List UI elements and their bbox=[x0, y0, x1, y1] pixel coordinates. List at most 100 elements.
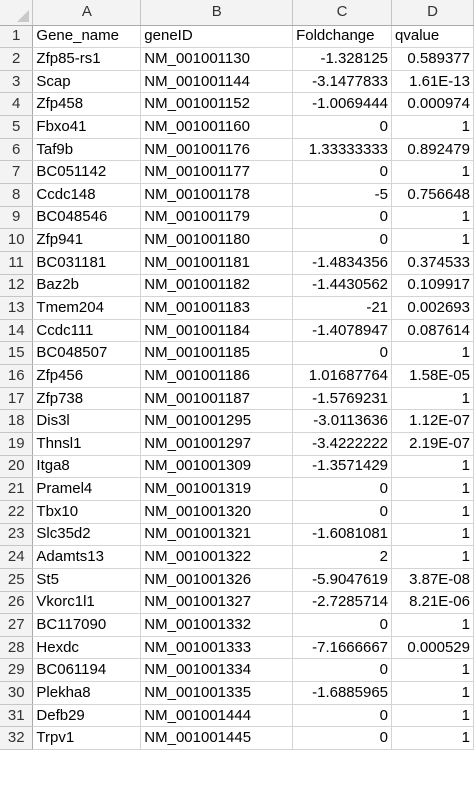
cell[interactable]: -1.6885965 bbox=[292, 681, 393, 705]
row-header[interactable]: 32 bbox=[0, 726, 34, 750]
cell[interactable]: NM_001001176 bbox=[140, 138, 294, 162]
cell[interactable]: BC031181 bbox=[32, 251, 142, 275]
row-header[interactable]: 2 bbox=[0, 47, 34, 71]
cell[interactable]: -1.5769231 bbox=[292, 387, 393, 411]
cell[interactable]: 1 bbox=[391, 726, 474, 750]
cell[interactable]: 1.01687764 bbox=[292, 364, 393, 388]
cell[interactable]: -5.9047619 bbox=[292, 568, 393, 592]
cell[interactable]: Zfp456 bbox=[32, 364, 142, 388]
cell[interactable]: -1.3571429 bbox=[292, 455, 393, 479]
cell[interactable]: 0.000529 bbox=[391, 636, 474, 660]
row-header[interactable]: 19 bbox=[0, 432, 34, 456]
cell[interactable]: 1 bbox=[391, 477, 474, 501]
cell[interactable]: Zfp85-rs1 bbox=[32, 47, 142, 71]
row-header[interactable]: 17 bbox=[0, 387, 34, 411]
cell[interactable]: NM_001001444 bbox=[140, 704, 294, 728]
row-header[interactable]: 4 bbox=[0, 92, 34, 117]
cell[interactable]: 1 bbox=[391, 115, 474, 139]
cell[interactable]: 1.33333333 bbox=[292, 138, 393, 162]
cell[interactable]: Defb29 bbox=[32, 704, 142, 728]
column-header-a[interactable]: A bbox=[32, 0, 142, 26]
cell[interactable]: NM_001001180 bbox=[140, 228, 294, 252]
cell[interactable]: NM_001001335 bbox=[140, 681, 294, 705]
cell[interactable]: Tmem204 bbox=[32, 296, 142, 320]
cell[interactable]: Hexdc bbox=[32, 636, 142, 660]
cell[interactable]: NM_001001334 bbox=[140, 658, 294, 683]
cell[interactable]: Ccdc111 bbox=[32, 319, 142, 343]
cell[interactable]: 1 bbox=[391, 455, 474, 479]
row-header[interactable]: 22 bbox=[0, 500, 34, 524]
cell[interactable]: Ccdc148 bbox=[32, 183, 142, 207]
cell[interactable]: 0 bbox=[292, 477, 393, 501]
cell[interactable]: 1.58E-05 bbox=[391, 364, 474, 388]
header-cell[interactable]: qvalue bbox=[391, 25, 474, 49]
cell[interactable]: -1.4430562 bbox=[292, 274, 393, 298]
cell[interactable]: Taf9b bbox=[32, 138, 142, 162]
cell[interactable]: NM_001001320 bbox=[140, 500, 294, 524]
cell[interactable]: NM_001001187 bbox=[140, 387, 294, 411]
cell[interactable]: Pramel4 bbox=[32, 477, 142, 501]
cell[interactable]: Scap bbox=[32, 70, 142, 94]
cell[interactable]: 0 bbox=[292, 341, 393, 366]
cell[interactable]: 1 bbox=[391, 613, 474, 637]
cell[interactable]: NM_001001332 bbox=[140, 613, 294, 637]
cell[interactable]: -7.1666667 bbox=[292, 636, 393, 660]
row-header[interactable]: 29 bbox=[0, 658, 34, 683]
cell[interactable]: NM_001001177 bbox=[140, 160, 294, 184]
cell[interactable]: 1 bbox=[391, 206, 474, 230]
cell[interactable]: NM_001001184 bbox=[140, 319, 294, 343]
row-header[interactable]: 5 bbox=[0, 115, 34, 139]
cell[interactable]: -1.6081081 bbox=[292, 523, 393, 547]
row-header[interactable]: 30 bbox=[0, 681, 34, 705]
cell[interactable]: BC048546 bbox=[32, 206, 142, 230]
cell[interactable]: NM_001001295 bbox=[140, 409, 294, 434]
cell[interactable]: NM_001001179 bbox=[140, 206, 294, 230]
cell[interactable]: NM_001001445 bbox=[140, 726, 294, 750]
cell[interactable]: 1 bbox=[391, 523, 474, 547]
cell[interactable]: Tbx10 bbox=[32, 500, 142, 524]
cell[interactable]: 0.002693 bbox=[391, 296, 474, 320]
cell[interactable]: 0 bbox=[292, 613, 393, 637]
row-header[interactable]: 20 bbox=[0, 455, 34, 479]
cell[interactable]: 0 bbox=[292, 726, 393, 750]
cell[interactable]: NM_001001321 bbox=[140, 523, 294, 547]
column-header-d[interactable]: D bbox=[391, 0, 474, 26]
row-header[interactable]: 10 bbox=[0, 228, 34, 252]
cell[interactable]: 1.12E-07 bbox=[391, 409, 474, 434]
row-header[interactable]: 13 bbox=[0, 296, 34, 320]
cell[interactable]: 0.589377 bbox=[391, 47, 474, 71]
cell[interactable]: -3.4222222 bbox=[292, 432, 393, 456]
cell[interactable]: -21 bbox=[292, 296, 393, 320]
cell[interactable]: NM_001001333 bbox=[140, 636, 294, 660]
cell[interactable]: Thnsl1 bbox=[32, 432, 142, 456]
cell[interactable]: 1.61E-13 bbox=[391, 70, 474, 94]
cell[interactable]: Trpv1 bbox=[32, 726, 142, 750]
cell[interactable]: -5 bbox=[292, 183, 393, 207]
cell[interactable]: 0.000974 bbox=[391, 92, 474, 117]
cell[interactable]: NM_001001309 bbox=[140, 455, 294, 479]
row-header[interactable]: 27 bbox=[0, 613, 34, 637]
cell[interactable]: NM_001001178 bbox=[140, 183, 294, 207]
cell[interactable]: 0.109917 bbox=[391, 274, 474, 298]
cell[interactable]: NM_001001319 bbox=[140, 477, 294, 501]
cell[interactable]: BC048507 bbox=[32, 341, 142, 366]
cell[interactable]: Plekha8 bbox=[32, 681, 142, 705]
row-header[interactable]: 21 bbox=[0, 477, 34, 501]
cell[interactable]: NM_001001326 bbox=[140, 568, 294, 592]
row-header[interactable]: 12 bbox=[0, 274, 34, 298]
header-cell[interactable]: Foldchange bbox=[292, 25, 393, 49]
cell[interactable]: -3.1477833 bbox=[292, 70, 393, 94]
cell[interactable]: 0 bbox=[292, 704, 393, 728]
row-header[interactable]: 6 bbox=[0, 138, 34, 162]
cell[interactable]: Zfp738 bbox=[32, 387, 142, 411]
cell[interactable]: Zfp941 bbox=[32, 228, 142, 252]
cell[interactable]: 0.087614 bbox=[391, 319, 474, 343]
cell[interactable]: 3.87E-08 bbox=[391, 568, 474, 592]
header-cell[interactable]: Gene_name bbox=[32, 25, 142, 49]
cell[interactable]: 8.21E-06 bbox=[391, 591, 474, 615]
cell[interactable]: 1 bbox=[391, 658, 474, 683]
cell[interactable]: NM_001001183 bbox=[140, 296, 294, 320]
cell[interactable]: 0 bbox=[292, 206, 393, 230]
row-header[interactable]: 31 bbox=[0, 704, 34, 728]
cell[interactable]: NM_001001181 bbox=[140, 251, 294, 275]
